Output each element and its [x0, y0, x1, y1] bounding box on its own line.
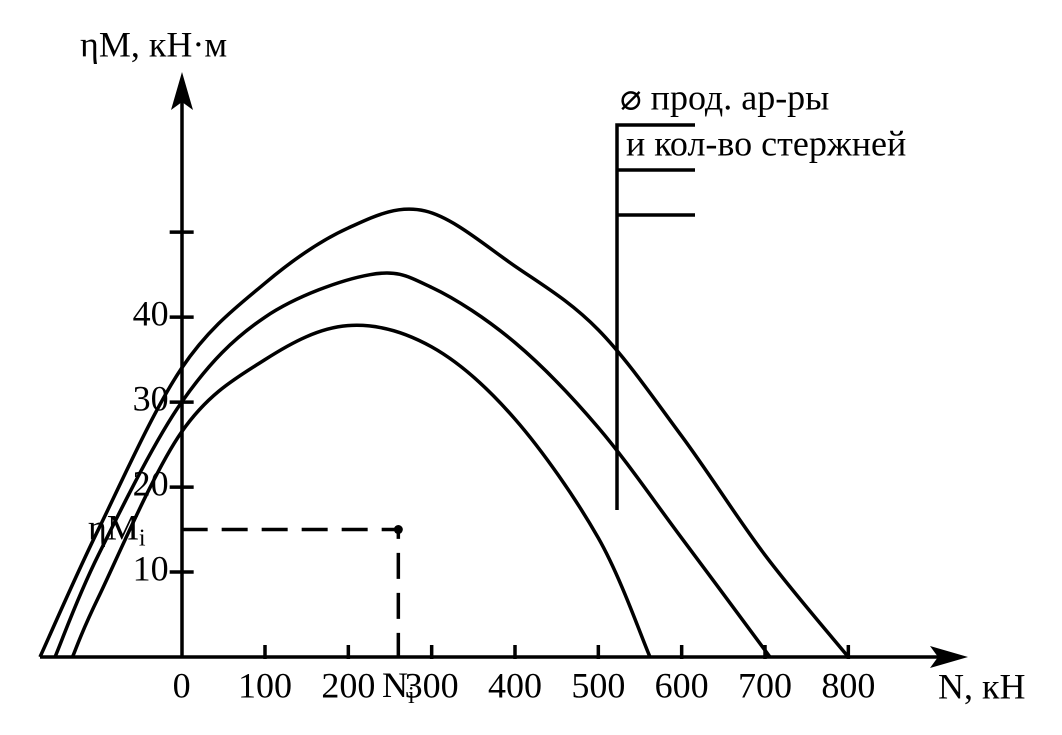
annotation-bracket — [615, 123, 695, 510]
point-y-label: ηMi — [88, 508, 146, 551]
x-tick-label: 500 — [571, 665, 625, 705]
point-x-label-main: N — [382, 665, 408, 705]
y-arrow — [171, 72, 193, 110]
curve — [53, 271, 772, 659]
x-arrow — [930, 646, 968, 668]
point-y-label-main: ηM — [88, 508, 139, 548]
x-tick-label: 0 — [173, 665, 191, 705]
point-x-label-sub: i — [408, 683, 415, 709]
curve — [38, 207, 850, 659]
x-axis-label: N, кН — [938, 666, 1026, 706]
x-tick-label: 800 — [821, 665, 875, 705]
annotation-line: ⌀ прод. ар-ры — [620, 77, 829, 117]
x-tick-label: 200 — [321, 665, 375, 705]
x-tick-label: 400 — [488, 665, 542, 705]
point — [393, 525, 403, 535]
curve — [70, 323, 652, 658]
y-tick-label: 40 — [133, 293, 169, 333]
x-tick-label: 700 — [738, 665, 792, 705]
annotation-line: и кол-во стержней — [626, 123, 906, 163]
y-tick-label: 10 — [133, 548, 169, 588]
x-tick-label: 600 — [655, 665, 709, 705]
x-tick-label: 300 — [405, 665, 459, 705]
point-y-label-sub: i — [139, 525, 146, 551]
point-x-label: Ni — [382, 665, 415, 708]
guide-line — [181, 527, 401, 657]
y-axis-label: ηM, кН·м — [80, 24, 227, 64]
x-tick-label: 100 — [238, 665, 292, 705]
